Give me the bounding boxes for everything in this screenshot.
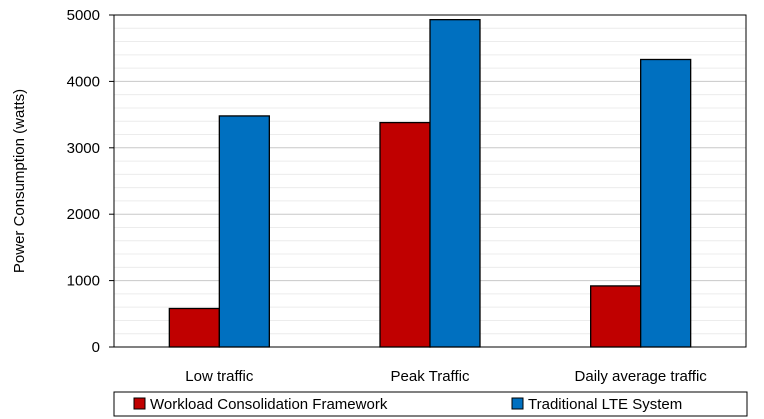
bars xyxy=(168,18,692,348)
y-tick-label: 0 xyxy=(92,339,100,356)
legend-label: Traditional LTE System xyxy=(528,396,682,413)
x-axis-ticks: Low traffic Peak Traffic Daily average tra… xyxy=(185,368,707,385)
bar-traditional-lte-2 xyxy=(640,58,692,348)
legend: Workload Consolidation Framework Traditio… xyxy=(113,391,748,417)
x-tick-label: Daily average traffic xyxy=(575,368,708,385)
bar-traditional-lte-1 xyxy=(429,18,481,348)
y-tick-label: 4000 xyxy=(67,73,100,90)
y-tick-label: 3000 xyxy=(67,140,100,157)
y-axis-title: Power Consumption (watts) xyxy=(11,89,28,273)
legend-box xyxy=(113,391,748,417)
bar-workload-consolidation-2 xyxy=(590,285,642,348)
legend-label: Workload Consolidation Framework xyxy=(150,396,388,413)
x-tick-label: Low traffic xyxy=(185,368,254,385)
y-tick-label: 1000 xyxy=(67,273,100,290)
bar-traditional-lte-0 xyxy=(218,115,270,348)
bar-workload-consolidation-0 xyxy=(168,307,220,348)
legend-swatch xyxy=(511,397,524,410)
legend-swatch xyxy=(133,397,146,410)
x-tick-label: Peak Traffic xyxy=(391,368,470,385)
y-axis-ticks: 0 1000 2000 3000 4000 5000 xyxy=(67,7,114,356)
bar-workload-consolidation-1 xyxy=(379,121,431,348)
y-tick-label: 5000 xyxy=(67,7,100,24)
y-tick-label: 2000 xyxy=(67,206,100,223)
